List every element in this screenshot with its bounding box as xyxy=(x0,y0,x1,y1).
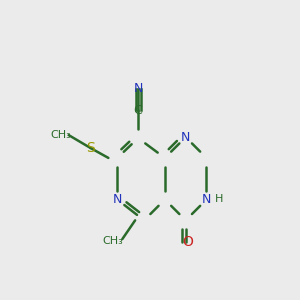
Text: N: N xyxy=(134,82,143,95)
Text: S: S xyxy=(86,141,95,155)
Text: C: C xyxy=(134,104,142,117)
Text: N: N xyxy=(112,193,122,206)
Text: N: N xyxy=(202,193,211,206)
Text: O: O xyxy=(182,235,193,249)
Text: N: N xyxy=(181,130,190,144)
Text: CH₃: CH₃ xyxy=(102,236,123,246)
Text: CH₃: CH₃ xyxy=(50,130,71,140)
Text: H: H xyxy=(214,194,223,203)
